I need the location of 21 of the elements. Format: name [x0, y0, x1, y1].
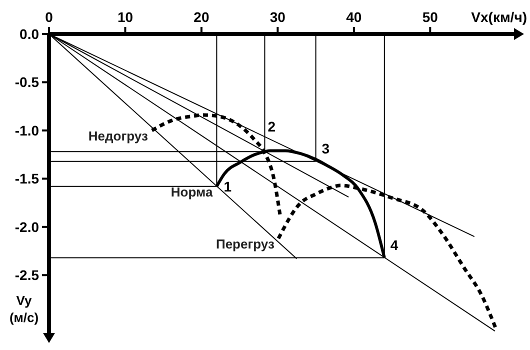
annotation: 2	[268, 118, 276, 135]
y-tick-label: -1.5	[14, 170, 40, 187]
x-axis-title: Vx(км/ч)	[471, 9, 527, 25]
annotation: 4	[390, 236, 398, 253]
x-tick-label: 10	[117, 9, 134, 25]
x-tick-label: 50	[422, 9, 438, 25]
annotation: 3	[322, 140, 330, 156]
x-tick-label: 0	[45, 9, 54, 25]
y-tick-label: -0.5	[14, 74, 40, 90]
y-tick-label: -1.0	[14, 122, 40, 138]
series-label: Недогруз	[88, 128, 148, 144]
y-axis-title: Vy (м/с)	[9, 293, 39, 325]
x-tick-label: 40	[346, 9, 362, 25]
x-tick-label: 20	[194, 9, 210, 25]
series-label: Перегруз	[216, 236, 275, 252]
y-tick-label: 0.0	[20, 26, 40, 42]
x-tick-label: 30	[270, 9, 286, 25]
annotation: 1	[224, 178, 232, 194]
y-tick-label: -2.5	[14, 267, 40, 284]
series-label: Норма	[170, 184, 214, 200]
y-tick-label: -2.0	[14, 218, 40, 235]
